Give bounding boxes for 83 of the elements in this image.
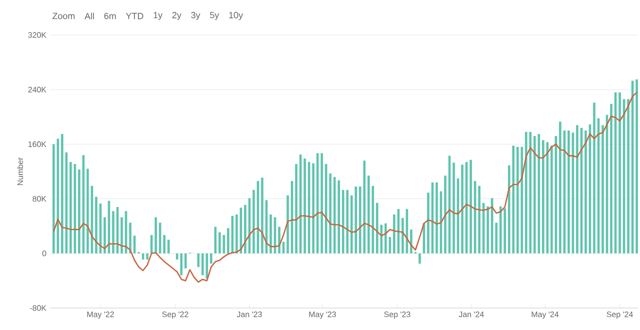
bar [129, 222, 132, 254]
bar [550, 146, 553, 254]
bar [295, 164, 298, 254]
text: 2y [172, 12, 182, 20]
bar [61, 134, 64, 254]
bar [524, 132, 528, 254]
bar [70, 162, 72, 254]
bar [529, 132, 532, 254]
bar [278, 226, 280, 254]
bar [270, 214, 272, 254]
bar [78, 169, 80, 254]
text: 6m [104, 12, 116, 20]
bar [618, 92, 621, 254]
bar [636, 79, 638, 254]
bar [444, 176, 446, 254]
bar [559, 122, 562, 254]
bar [206, 253, 208, 279]
bar [376, 202, 378, 254]
bar [252, 190, 255, 254]
bar [516, 146, 519, 254]
bar [236, 214, 238, 254]
bar [402, 218, 404, 254]
bar [410, 230, 412, 254]
bar [244, 204, 246, 254]
bar [602, 125, 604, 254]
bar [120, 217, 123, 254]
bar [261, 178, 264, 254]
bar [393, 214, 396, 254]
bar [214, 226, 217, 254]
bar [146, 253, 148, 260]
bar [218, 232, 221, 254]
bar [329, 174, 332, 254]
bar [512, 146, 515, 254]
bar [538, 134, 540, 254]
bar [354, 186, 358, 254]
bar [542, 140, 544, 254]
text: 1y [154, 12, 163, 20]
bar [197, 253, 200, 268]
text: 10y [229, 12, 243, 20]
bar [201, 253, 204, 276]
bar [486, 206, 489, 254]
bar [154, 217, 157, 254]
bar [163, 234, 166, 254]
bar [584, 130, 587, 254]
text: 5y [210, 12, 220, 20]
bar [436, 182, 438, 254]
bar [338, 180, 340, 254]
bar [610, 104, 612, 254]
text: All [84, 12, 94, 20]
bar [86, 168, 89, 254]
bar [52, 144, 55, 254]
bar [95, 196, 98, 254]
bar [304, 158, 306, 254]
bar [320, 153, 323, 254]
bar [461, 164, 464, 254]
bar [495, 222, 498, 254]
bar [533, 136, 536, 254]
bar [184, 253, 187, 268]
bar [427, 192, 430, 254]
bar [384, 223, 387, 254]
bar [312, 163, 314, 254]
bar [520, 146, 524, 254]
bar [478, 186, 480, 254]
bar [346, 190, 348, 254]
bar [576, 125, 578, 254]
bar [286, 195, 289, 254]
bar [367, 176, 370, 254]
text: Zoom [52, 12, 75, 20]
bar [363, 160, 366, 254]
text: 3y [191, 12, 200, 20]
bar [568, 130, 570, 254]
bar [104, 217, 106, 254]
bar [180, 253, 182, 276]
bar [593, 102, 596, 254]
bar [504, 208, 506, 254]
bar [452, 162, 455, 254]
bar [112, 211, 114, 254]
bar [627, 99, 630, 254]
bar [470, 160, 472, 254]
bar [227, 228, 230, 254]
text: YTD [126, 12, 144, 20]
bar [210, 253, 212, 264]
bar [418, 253, 421, 264]
